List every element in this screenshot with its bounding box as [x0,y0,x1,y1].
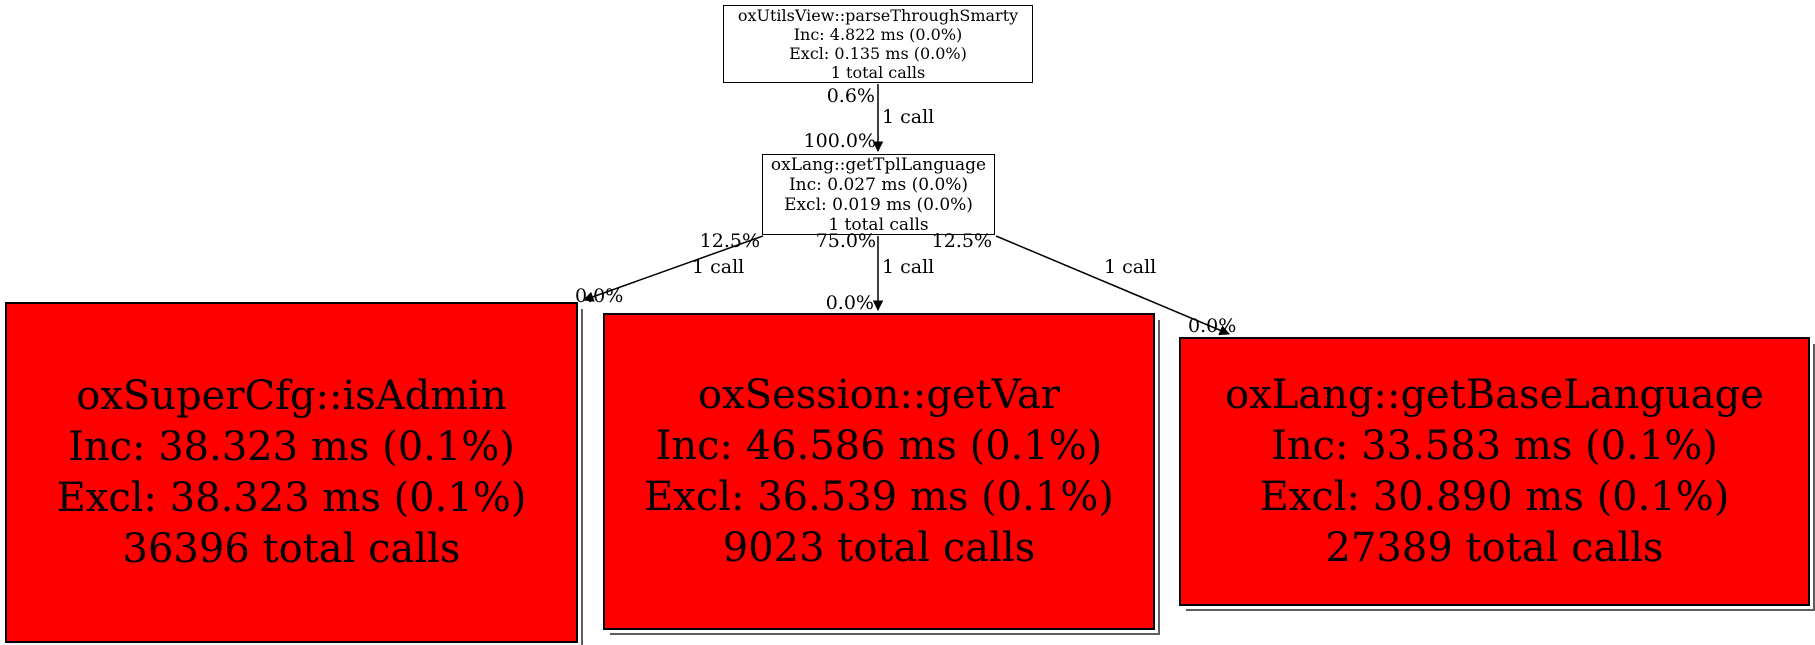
edge4-callee-pct-label: 0.0% [1188,315,1237,337]
node-function-name: oxSuperCfg::isAdmin [76,372,507,419]
node-function-name: oxLang::getBaseLanguage [1225,371,1764,418]
node-excl-time: Excl: 38.323 ms (0.1%) [56,474,527,521]
node-inc-time: Inc: 38.323 ms (0.1%) [68,423,515,470]
node-oxutilsview-parsethroughsmarty: oxUtilsView::parseThroughSmarty Inc: 4.8… [723,5,1033,83]
node-total-calls: 9023 total calls [722,524,1036,571]
node-inc-time: Inc: 46.586 ms (0.1%) [655,422,1103,469]
node-oxsession-getvar: oxSession::getVar Inc: 46.586 ms (0.1%) … [603,313,1160,635]
node-total-calls: 1 total calls [828,214,929,235]
node-excl-time: Excl: 0.019 ms (0.0%) [784,194,973,215]
node-oxlang-gettpllanguage: oxLang::getTplLanguage Inc: 0.027 ms (0.… [762,154,995,235]
edge4-caller-pct-label: 12.5% [931,230,992,252]
node-oxlang-getbaselanguage: oxLang::getBaseLanguage Inc: 33.583 ms (… [1179,337,1815,611]
node-excl-time: Excl: 30.890 ms (0.1%) [1259,473,1730,520]
edge1-caller-pct-label: 0.6% [826,85,875,107]
edge3-caller-pct-label: 75.0% [815,230,876,252]
edge4-call-count-label: 1 call [1104,256,1157,278]
node-excl-time: Excl: 0.135 ms (0.0%) [789,44,967,63]
edge1-callee-pct-label: 100.0% [803,130,876,152]
node-inc-time: Inc: 33.583 ms (0.1%) [1271,422,1718,469]
edge-gettpllanguage-to-isadmin-line [583,235,764,302]
node-function-name: oxSession::getVar [698,371,1060,418]
node-excl-time: Excl: 36.539 ms (0.1%) [644,473,1114,520]
node-total-calls: 27389 total calls [1325,524,1664,571]
node-inc-time: Inc: 4.822 ms (0.0%) [793,25,963,44]
edge-gettpllanguage-to-getbaselanguage-line [995,235,1230,336]
node-total-calls: 36396 total calls [122,525,461,572]
edge2-caller-pct-label: 12.5% [699,230,760,252]
edge1-call-count-label: 1 call [882,106,935,128]
node-function-name: oxLang::getTplLanguage [770,154,987,175]
edge2-call-count-label: 1 call [692,256,745,278]
node-total-calls: 1 total calls [830,63,926,82]
node-inc-time: Inc: 0.027 ms (0.0%) [788,174,969,195]
node-oxsupercfg-isadmin: oxSuperCfg::isAdmin Inc: 38.323 ms (0.1%… [5,302,583,645]
node-function-name: oxUtilsView::parseThroughSmarty [737,6,1019,25]
edge3-call-count-label: 1 call [882,256,935,278]
edge3-callee-pct-label: 0.0% [825,292,874,314]
edge2-callee-pct-label: 0.0% [575,285,624,307]
